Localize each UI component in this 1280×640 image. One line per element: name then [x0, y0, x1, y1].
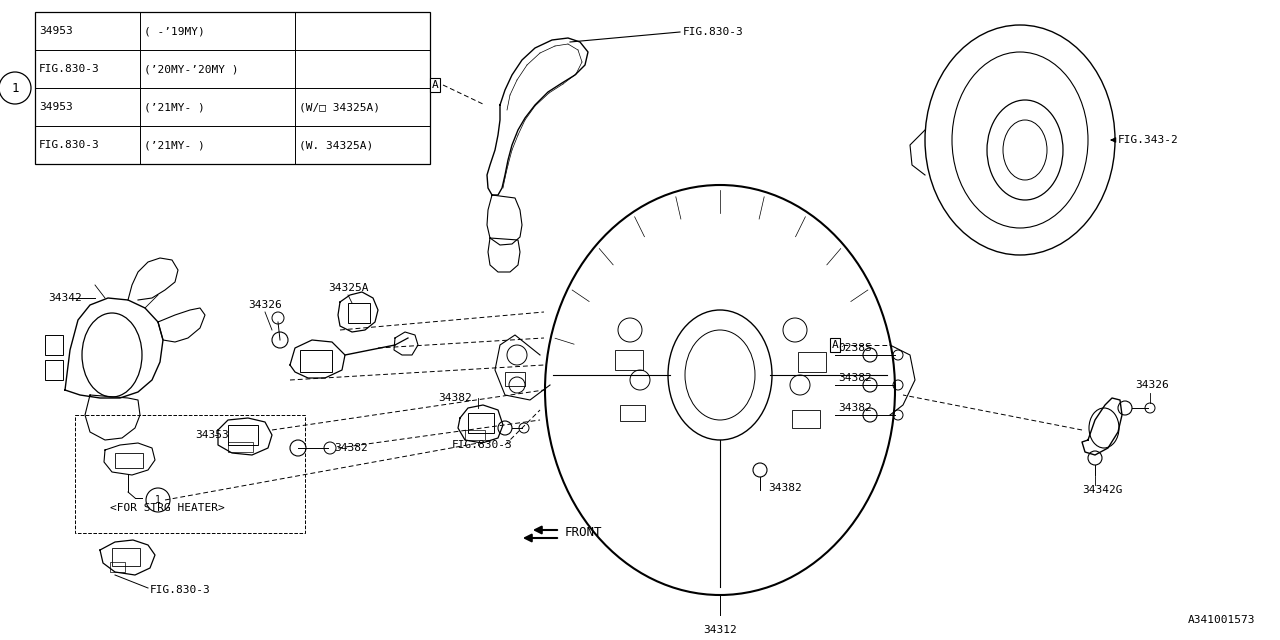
Bar	[614, 350, 643, 370]
Bar	[348, 303, 370, 323]
Text: 1: 1	[155, 495, 161, 505]
Text: (’21MY- ): (’21MY- )	[145, 140, 205, 150]
Text: FIG.830-3: FIG.830-3	[150, 585, 211, 595]
Text: FIG.830-3: FIG.830-3	[38, 64, 100, 74]
Text: 34382: 34382	[768, 483, 801, 493]
Text: 34953: 34953	[38, 26, 73, 36]
Bar	[465, 430, 485, 440]
Text: 34326: 34326	[248, 300, 282, 310]
Text: ( -’19MY): ( -’19MY)	[145, 26, 205, 36]
Bar	[45, 335, 63, 355]
Text: <FOR STRG HEATER>: <FOR STRG HEATER>	[110, 503, 225, 513]
Bar	[620, 405, 645, 421]
Text: (W/□ 34325A): (W/□ 34325A)	[300, 102, 380, 112]
Text: 34342G: 34342G	[1082, 485, 1123, 495]
Text: 34382: 34382	[334, 443, 367, 453]
Bar	[228, 442, 253, 452]
Bar	[76, 415, 305, 533]
Text: A: A	[832, 340, 838, 350]
Bar	[797, 352, 826, 372]
Bar	[45, 360, 63, 380]
Text: FIG.343-2: FIG.343-2	[1117, 135, 1179, 145]
Text: FRONT: FRONT	[564, 525, 603, 538]
Text: 34382: 34382	[838, 403, 872, 413]
Bar	[506, 372, 525, 386]
Text: 34953: 34953	[38, 102, 73, 112]
Text: 34382: 34382	[438, 393, 472, 403]
Text: (W. 34325A): (W. 34325A)	[300, 140, 374, 150]
Text: 34342: 34342	[49, 293, 82, 303]
Bar	[300, 350, 332, 372]
Bar	[110, 562, 125, 572]
Bar	[468, 413, 494, 433]
Bar	[115, 453, 143, 468]
Text: A: A	[431, 80, 438, 90]
Text: 34325A: 34325A	[328, 283, 369, 293]
Text: 34353: 34353	[195, 430, 229, 440]
Text: A341001573: A341001573	[1188, 615, 1254, 625]
Text: FIG.830-3: FIG.830-3	[38, 140, 100, 150]
Text: 34312: 34312	[703, 625, 737, 635]
Text: 0238S: 0238S	[838, 343, 872, 353]
Text: (’21MY- ): (’21MY- )	[145, 102, 205, 112]
Text: FIG.830-3: FIG.830-3	[684, 27, 744, 37]
Text: FIG.830-3: FIG.830-3	[452, 440, 513, 450]
Bar	[228, 425, 259, 445]
Bar	[792, 410, 820, 428]
Text: 34382: 34382	[838, 373, 872, 383]
Text: 34326: 34326	[1135, 380, 1169, 390]
Text: 1: 1	[12, 81, 19, 95]
Text: (’20MY-’20MY ): (’20MY-’20MY )	[145, 64, 238, 74]
Bar	[35, 12, 430, 164]
Bar	[113, 548, 140, 566]
